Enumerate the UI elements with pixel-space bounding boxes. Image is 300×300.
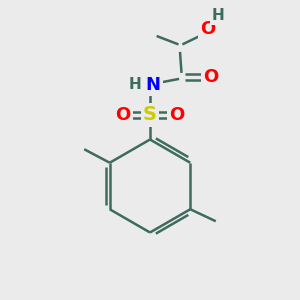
Text: S: S bbox=[143, 105, 157, 124]
Text: O: O bbox=[116, 106, 130, 124]
Text: N: N bbox=[146, 76, 160, 94]
Text: O: O bbox=[203, 68, 218, 86]
Text: H: H bbox=[129, 77, 141, 92]
Text: O: O bbox=[169, 106, 184, 124]
Text: H: H bbox=[212, 8, 225, 23]
Text: O: O bbox=[200, 20, 215, 38]
